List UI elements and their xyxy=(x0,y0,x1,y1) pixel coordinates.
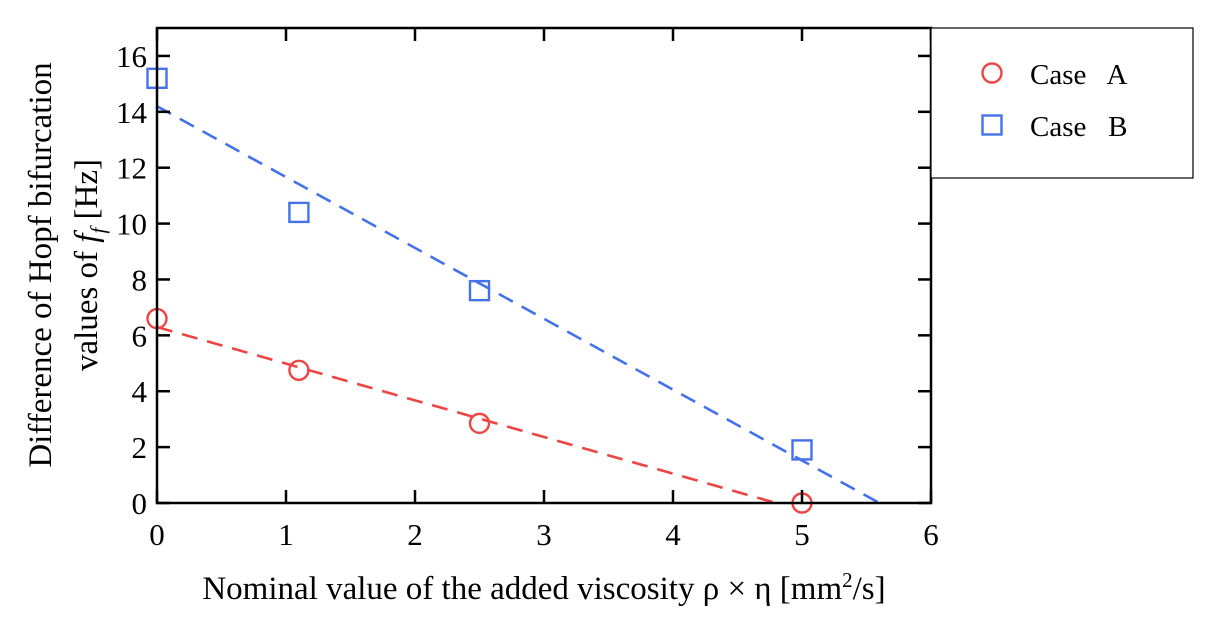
legend-box xyxy=(930,27,1194,179)
fit-line-case-a xyxy=(156,325,777,505)
data-point-case-b xyxy=(468,279,491,302)
x-axis-label-main: Nominal value of the added viscosity ρ ×… xyxy=(202,571,842,607)
legend-marker-case-a xyxy=(981,62,1003,84)
data-point-case-b xyxy=(791,439,813,461)
legend-label-case-a: Case A xyxy=(1030,59,1128,91)
x-tick-label: 3 xyxy=(536,517,552,552)
y-tick-label: 10 xyxy=(116,207,147,242)
y-tick-label: 16 xyxy=(116,39,147,74)
y-tick-label: 12 xyxy=(116,151,147,186)
y-tick-label: 4 xyxy=(132,374,148,409)
y-axis-label-line1: Difference of Hopf bifurcation xyxy=(23,62,59,467)
fit-line-case-b xyxy=(156,105,881,505)
fit-lines xyxy=(156,105,881,505)
legend-label-case-b: Case B xyxy=(1030,111,1127,143)
x-tick-label: 0 xyxy=(149,517,165,552)
y-axis-label-line2-text: values of xyxy=(69,243,105,371)
legend: Case A Case B xyxy=(930,27,1194,179)
y-tick-label: 0 xyxy=(132,486,148,521)
x-tick-label: 6 xyxy=(923,517,939,552)
plot-frame xyxy=(155,26,933,505)
y-axis-label-unit: [Hz] xyxy=(69,159,105,228)
y-tick-label: 2 xyxy=(132,430,148,465)
x-tick-label: 2 xyxy=(407,517,423,552)
data-point-case-a xyxy=(468,412,491,435)
y-axis-label-subscript: f xyxy=(86,225,110,234)
x-tick-label: 1 xyxy=(278,517,294,552)
data-point-case-a xyxy=(288,359,310,381)
y-tick-label: 8 xyxy=(132,262,148,297)
y-tick-label: 14 xyxy=(116,95,148,130)
data-point-case-b xyxy=(288,201,310,224)
data-markers xyxy=(146,67,813,514)
x-tick-label: 5 xyxy=(794,517,810,552)
x-axis-label-end: /s] xyxy=(853,571,886,607)
legend-marker-case-b xyxy=(981,114,1003,136)
y-axis-label-line2: values of ff [Hz] xyxy=(69,159,110,371)
x-tick-label: 4 xyxy=(665,517,681,552)
y-tick-label: 6 xyxy=(132,318,148,353)
x-axis-label-superscript: 2 xyxy=(842,568,853,592)
x-axis-label: Nominal value of the added viscosity ρ ×… xyxy=(202,568,885,607)
